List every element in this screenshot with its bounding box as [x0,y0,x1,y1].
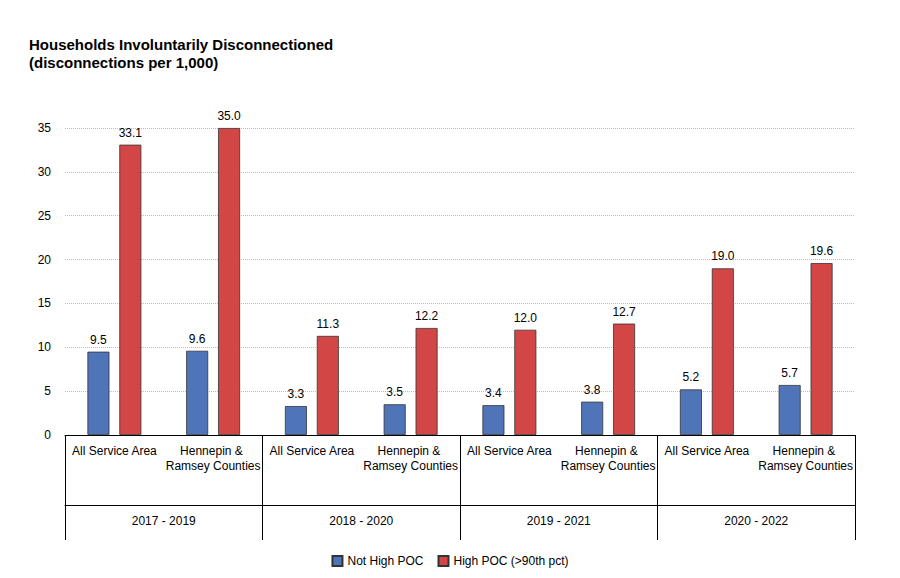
svg-text:5.7: 5.7 [781,366,798,380]
svg-text:2018 - 2020: 2018 - 2020 [329,514,393,528]
svg-text:3.5: 3.5 [386,385,403,399]
svg-text:9.5: 9.5 [90,333,107,347]
svg-text:Hennepin &: Hennepin & [773,444,839,458]
svg-text:All Service Area: All Service Area [72,444,157,458]
svg-text:19.6: 19.6 [810,244,834,258]
svg-text:3.8: 3.8 [584,383,601,397]
svg-text:Not High POC: Not High POC [347,554,423,568]
svg-text:35.0: 35.0 [217,109,241,123]
svg-text:Hennepin &: Hennepin & [180,444,246,458]
svg-text:15: 15 [38,296,52,310]
svg-text:12.7: 12.7 [612,305,636,319]
svg-text:Hennepin &: Hennepin & [575,444,641,458]
svg-text:Ramsey Counties: Ramsey Counties [758,459,853,473]
svg-text:33.1: 33.1 [119,126,143,140]
svg-text:All Service Area: All Service Area [270,444,355,458]
svg-text:Households Involuntarily Disco: Households Involuntarily Disconnectioned [29,36,333,53]
svg-text:30: 30 [38,165,52,179]
svg-text:All Service Area: All Service Area [467,444,552,458]
svg-text:12.0: 12.0 [514,311,538,325]
svg-text:2019 - 2021: 2019 - 2021 [527,514,591,528]
svg-text:5: 5 [44,384,51,398]
svg-text:19.0: 19.0 [711,249,735,263]
svg-text:35: 35 [38,121,52,135]
svg-text:25: 25 [38,209,52,223]
svg-text:High POC (>90th pct): High POC (>90th pct) [453,554,568,568]
svg-text:3.4: 3.4 [485,386,502,400]
svg-text:12.2: 12.2 [415,309,439,323]
svg-text:Ramsey Counties: Ramsey Counties [166,459,261,473]
svg-text:Ramsey Counties: Ramsey Counties [363,459,458,473]
svg-text:Ramsey Counties: Ramsey Counties [561,459,656,473]
svg-text:(disconnections per 1,000): (disconnections per 1,000) [29,54,218,71]
svg-text:All Service Area: All Service Area [665,444,750,458]
svg-text:2017 - 2019: 2017 - 2019 [132,514,196,528]
svg-text:2020 - 2022: 2020 - 2022 [724,514,788,528]
svg-text:11.3: 11.3 [317,317,340,331]
svg-text:20: 20 [38,253,52,267]
svg-text:5.2: 5.2 [683,370,700,384]
svg-text:3.3: 3.3 [288,387,305,401]
svg-text:Hennepin &: Hennepin & [378,444,444,458]
svg-text:0: 0 [44,428,51,442]
svg-text:10: 10 [38,340,52,354]
svg-text:9.6: 9.6 [189,332,206,346]
